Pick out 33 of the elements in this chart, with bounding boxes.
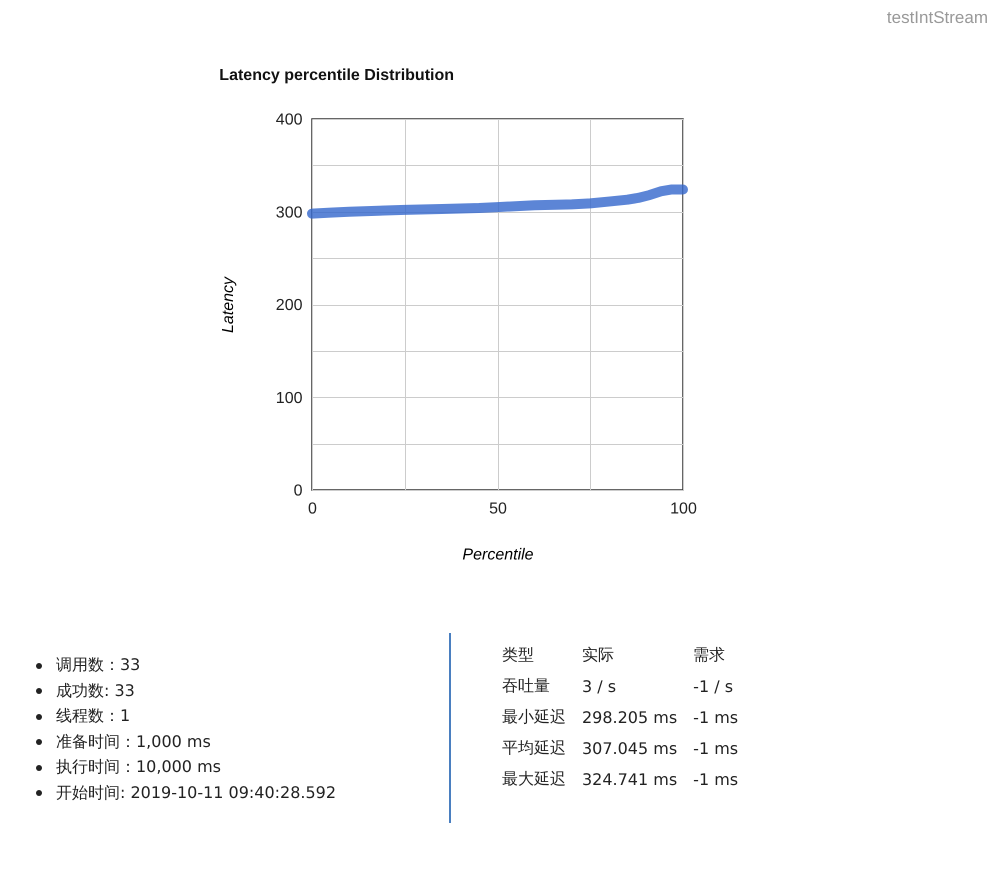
text: 线程数：1 <box>55 705 132 727</box>
y-tick-label: 300 <box>276 204 303 222</box>
text: 298.205 ms <box>582 707 678 729</box>
text: -1 ms <box>693 769 740 791</box>
text: 需求 <box>693 644 726 666</box>
y-tick-label: 100 <box>276 390 303 407</box>
text: 吞吐量 <box>502 675 551 697</box>
x-axis-title: Percentile <box>462 546 534 564</box>
text: testIntStream <box>886 8 988 28</box>
text: -1 / s <box>693 676 734 698</box>
x-tick-label: 100 <box>670 500 697 518</box>
text: 最大延迟 <box>502 768 567 790</box>
text: 准备时间：1,000 ms <box>55 730 212 752</box>
text: 3 / s <box>582 676 618 698</box>
text: -1 ms <box>693 707 740 729</box>
text: 调用数：33 <box>55 654 142 676</box>
text: 307.045 ms <box>582 738 678 760</box>
y-tick-label: 200 <box>276 297 303 314</box>
chart-title: Latency percentile Distribution <box>219 67 454 84</box>
x-tick-label: 0 <box>308 500 318 518</box>
y-axis-title: Latency <box>220 276 237 334</box>
text: 平均延迟 <box>502 737 567 759</box>
text: 324.741 ms <box>582 769 678 791</box>
text: 最小延迟 <box>502 706 567 728</box>
x-tick-label: 50 <box>489 500 507 518</box>
text: 开始时间: 2019-10-11 09:40:28.592 <box>55 782 336 804</box>
text: 成功数: 33 <box>55 680 136 702</box>
y-tick-label: 400 <box>276 112 303 128</box>
y-tick-label: 0 <box>294 482 303 500</box>
text: -1 ms <box>693 738 740 760</box>
text: 执行时间：10,000 ms <box>55 756 222 778</box>
text: 类型 <box>502 644 535 666</box>
text: 实际 <box>582 644 615 666</box>
